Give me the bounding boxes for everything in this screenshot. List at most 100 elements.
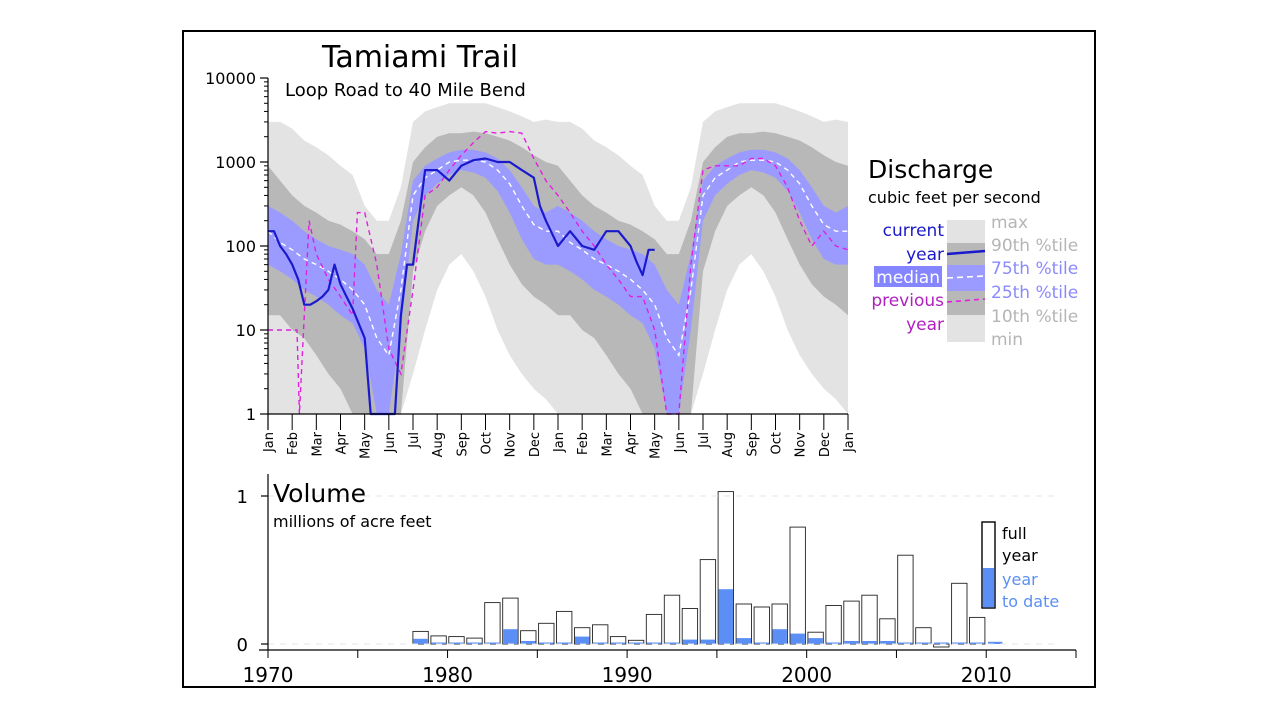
volume-units: millions of acre feet [273,512,432,531]
year-to-date-bar [467,642,482,644]
x-tick-label: May [649,432,664,459]
x-tick-label: Oct [480,432,495,454]
full-year-bar [915,627,932,645]
full-year-bar [699,559,717,645]
volume-x-tick-label: 2000 [781,663,832,686]
x-tick-label: Jan [842,432,857,453]
x-tick-label: Apr [335,431,350,454]
full-year-bar [789,526,806,645]
legend-median-bg [874,266,942,287]
year-to-date-bar [521,641,536,644]
legend-current-line [946,249,986,256]
year-to-date-bar [431,642,446,644]
year-to-date-bar [970,642,985,644]
x-tick-label: Mar [310,431,325,456]
full-year-bar [735,603,752,645]
year-to-date-bar [682,639,698,644]
discharge-title: Discharge [868,155,993,184]
legend-year2-label: year [906,315,944,335]
y-tick-label: 10000 [205,69,256,88]
band-25-75 [268,149,848,414]
x-tick-label: Sep [745,432,760,457]
volume-x-tick-label: 1990 [602,663,653,686]
legend-median-label: median [876,268,940,288]
year-to-date-bar [988,641,1003,644]
legend-median-line [946,275,986,279]
year-to-date-bar [413,638,428,644]
x-tick-label: Jun [673,432,688,453]
x-tick-label: May [359,432,374,459]
x-tick-label: Jun [383,432,398,453]
year-to-date-bar [503,629,518,644]
year-to-date-bar [880,641,895,644]
volume-chart: 0 1 1970 1980 1990 2000 2010 [237,474,1077,686]
x-tick-label: Sep [455,432,470,457]
full-year-bar [825,605,842,645]
volume-legend: full year year to date [981,521,1059,611]
legend-p10-label: 10th %tile [991,307,1078,327]
year-to-date-bar [790,633,805,644]
year-to-date-bar [862,641,877,644]
chart-subtitle: Loop Road to 40 Mile Bend [285,80,526,101]
x-tick-label: Oct [770,432,785,454]
percentile-bands [268,103,848,415]
full-year-bar [897,554,914,645]
chart-title: Tamiami Trail [321,40,518,75]
year-to-date-bar [916,642,931,644]
full-year-bar [556,610,573,645]
discharge-axes: 10000 1000 100 10 1 Jan Feb Mar Apr May Jun Jul Aug S… [205,69,857,459]
year-to-date-bar [808,638,823,644]
y-tick-label: 10 [236,321,256,340]
year-to-date-bar [844,641,859,644]
chart-frame: 10000 1000 100 10 1 Jan Feb Mar Apr May Jun Jul Aug S… [182,30,1096,688]
year-to-date-bar [934,642,949,644]
x-tick-label: Jan [552,432,567,453]
full-year-bar [484,602,501,645]
legend-swatch-p75 [947,265,985,291]
year-to-date-bar [646,642,662,644]
full-year-bar [861,594,878,645]
year-to-date-bar [664,642,680,644]
x-tick-label: Jul [697,432,712,449]
full-year-bar [538,622,555,645]
x-tick-label: Jan [262,432,277,453]
current-year-line [268,157,655,416]
year-to-date-bar [485,642,500,644]
previous-year-line [268,130,849,415]
x-tick-label: Feb [286,432,301,455]
legend-p90-label: 90th %tile [991,236,1078,256]
x-tick-label: Nov [504,432,519,458]
legend-previous-label: previous [871,291,944,311]
year-to-date-bar [700,639,716,644]
legend-full-year-label: year [1002,546,1038,565]
legend-min-label: min [991,330,1023,350]
legend-max-label: max [991,213,1028,233]
x-tick-label: Dec [528,432,543,457]
full-year-bar [592,624,609,645]
x-tick-label: Mar [600,431,615,456]
volume-axes: 0 1 1970 1980 1990 2000 2010 [237,474,1077,686]
volume-x-tick-label: 1980 [422,663,473,686]
x-tick-label: Aug [721,432,736,457]
year-to-date-bar [772,629,787,644]
year-to-date-bar [575,636,590,644]
full-year-bar [681,608,699,645]
year-to-date-bar [593,642,608,644]
year-to-date-bar [557,642,572,644]
full-year-bar [663,594,681,645]
year-to-date-bar [539,642,554,644]
legend-full-label: full [1002,524,1027,543]
full-year-bar [951,582,968,645]
volume-x-tick-label: 1970 [243,663,294,686]
x-tick-label: Dec [818,432,833,457]
legend-p25-label: 25th %tile [991,283,1078,303]
volume-x-tick-label: 2010 [961,663,1012,686]
full-year-bar [843,600,860,645]
discharge-legend: current year median previous year max 90… [871,213,1078,350]
year-to-date-bar [736,638,751,644]
year-to-date-bar [952,642,967,644]
legend-p75-label: 75th %tile [991,259,1078,279]
full-year-bar [753,606,770,645]
volume-bars [412,491,1003,648]
